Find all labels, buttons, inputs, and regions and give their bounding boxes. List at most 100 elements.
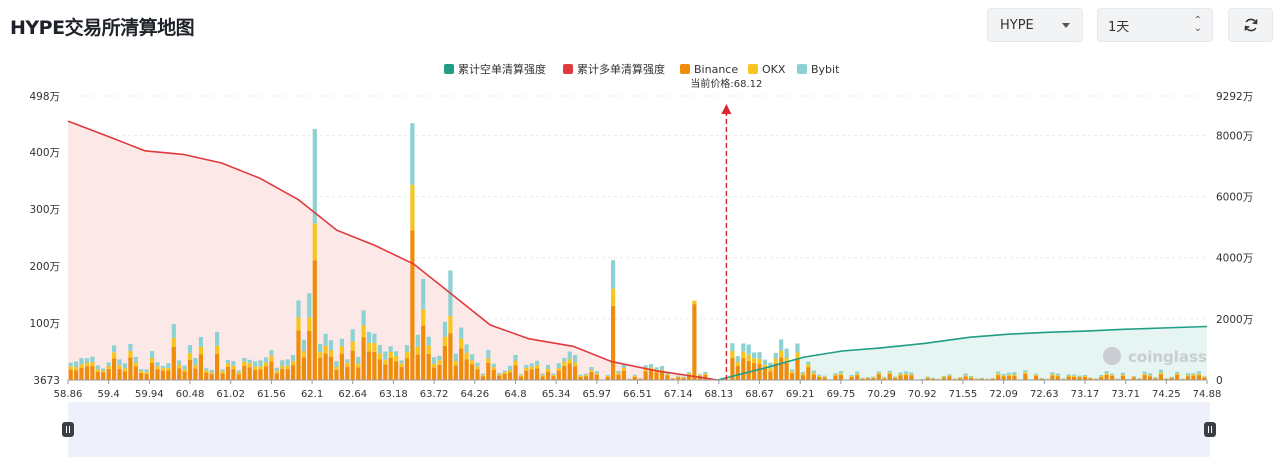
binance-bar	[1104, 374, 1109, 380]
bybit-bar	[931, 377, 936, 379]
binance-bar	[242, 366, 247, 380]
legend-item: 累计多单清算强度	[577, 62, 665, 76]
okx-bar	[882, 377, 887, 379]
zoom-handle-right[interactable]	[1204, 422, 1216, 437]
coin-select[interactable]: HYPE	[987, 8, 1083, 42]
bybit-bar	[274, 367, 279, 371]
okx-bar	[941, 376, 946, 378]
okx-bar	[280, 365, 285, 369]
okx-bar	[410, 184, 415, 231]
binance-bar	[1142, 375, 1147, 380]
okx-bar	[432, 363, 437, 368]
bybit-bar	[74, 361, 79, 368]
legend-item: 累计空单清算强度	[458, 62, 546, 76]
bybit-bar	[1180, 378, 1185, 380]
bybit-bar	[366, 331, 372, 343]
x-tick-label: 61.02	[216, 389, 245, 400]
binance-bar	[925, 378, 930, 380]
okx-bar	[1110, 374, 1115, 376]
x-tick-label: 62.1	[301, 389, 323, 400]
binance-bar	[507, 372, 513, 380]
okx-bar	[112, 352, 117, 359]
bybit-bar	[594, 371, 599, 374]
bybit-bar	[144, 369, 149, 373]
bybit-bar	[990, 378, 995, 379]
left-axis-tick: 498万	[29, 91, 60, 103]
bybit-bar	[1088, 377, 1093, 378]
okx-bar	[361, 325, 366, 338]
okx-bar	[936, 379, 941, 380]
range-select[interactable]: 1天 ⌃ ⌄	[1097, 8, 1213, 42]
okx-bar	[90, 362, 95, 367]
okx-bar	[388, 351, 393, 358]
binance-bar	[432, 367, 437, 380]
bybit-bar	[1077, 375, 1082, 377]
binance-bar	[155, 369, 160, 380]
bybit-bar	[697, 373, 702, 375]
bybit-bar	[757, 352, 762, 359]
x-tick-label: 68.67	[745, 389, 774, 400]
bybit-bar	[909, 372, 914, 375]
x-tick-label: 61.56	[257, 389, 286, 400]
coin-select-value: HYPE	[1000, 17, 1034, 33]
legend-swatch	[748, 64, 758, 74]
binance-bar	[670, 378, 675, 380]
binance-bar	[448, 333, 453, 380]
bybit-bar	[556, 363, 561, 368]
okx-bar	[215, 345, 220, 354]
okx-bar	[1153, 377, 1158, 379]
okx-bar	[1164, 378, 1169, 380]
okx-bar	[1082, 376, 1088, 377]
binance-bar	[1012, 375, 1017, 380]
binance-bar	[415, 354, 420, 380]
binance-bar	[811, 374, 816, 380]
binance-bar	[139, 373, 144, 380]
okx-bar	[307, 317, 312, 331]
okx-bar	[925, 377, 930, 378]
x-tick-label: 68.13	[705, 389, 734, 400]
okx-bar	[101, 370, 106, 373]
okx-bar	[567, 359, 572, 364]
binance-bar	[1082, 376, 1088, 380]
refresh-button[interactable]	[1228, 8, 1273, 42]
binance-bar	[1153, 378, 1158, 380]
okx-bar	[871, 377, 876, 378]
bybit-bar	[356, 357, 361, 364]
okx-bar	[139, 371, 144, 373]
bybit-bar	[893, 376, 898, 378]
bybit-bar	[323, 333, 328, 347]
bybit-bar	[632, 374, 637, 376]
okx-bar	[285, 365, 290, 370]
x-tick-label: 58.86	[54, 389, 83, 400]
binance-bar	[855, 375, 860, 380]
zoom-handle-left[interactable]	[62, 422, 74, 437]
bybit-bar	[648, 364, 654, 368]
binance-bar	[459, 348, 464, 380]
okx-bar	[562, 361, 567, 366]
okx-bar	[876, 372, 881, 375]
bybit-bar	[236, 370, 241, 373]
binance-bar	[253, 370, 258, 380]
binance-bar	[638, 378, 643, 380]
short-cumulative-area	[717, 326, 1207, 380]
bybit-bar	[415, 334, 420, 347]
okx-bar	[1093, 378, 1098, 380]
bybit-bar	[122, 363, 127, 369]
okx-bar	[1039, 378, 1044, 379]
okx-bar	[448, 316, 453, 334]
binance-bar	[1039, 378, 1044, 380]
bybit-bar	[941, 375, 946, 377]
bybit-bar	[887, 370, 892, 373]
binance-bar	[979, 378, 984, 380]
binance-bar	[339, 353, 344, 380]
binance-bar	[144, 373, 149, 380]
bybit-bar	[1023, 370, 1028, 373]
okx-bar	[909, 374, 914, 376]
binance-bar	[171, 347, 176, 380]
binance-bar	[101, 372, 106, 380]
binance-bar	[312, 260, 317, 380]
binance-bar	[594, 374, 599, 380]
bybit-bar	[1126, 378, 1131, 380]
okx-bar	[643, 368, 648, 372]
binance-bar	[589, 372, 594, 380]
